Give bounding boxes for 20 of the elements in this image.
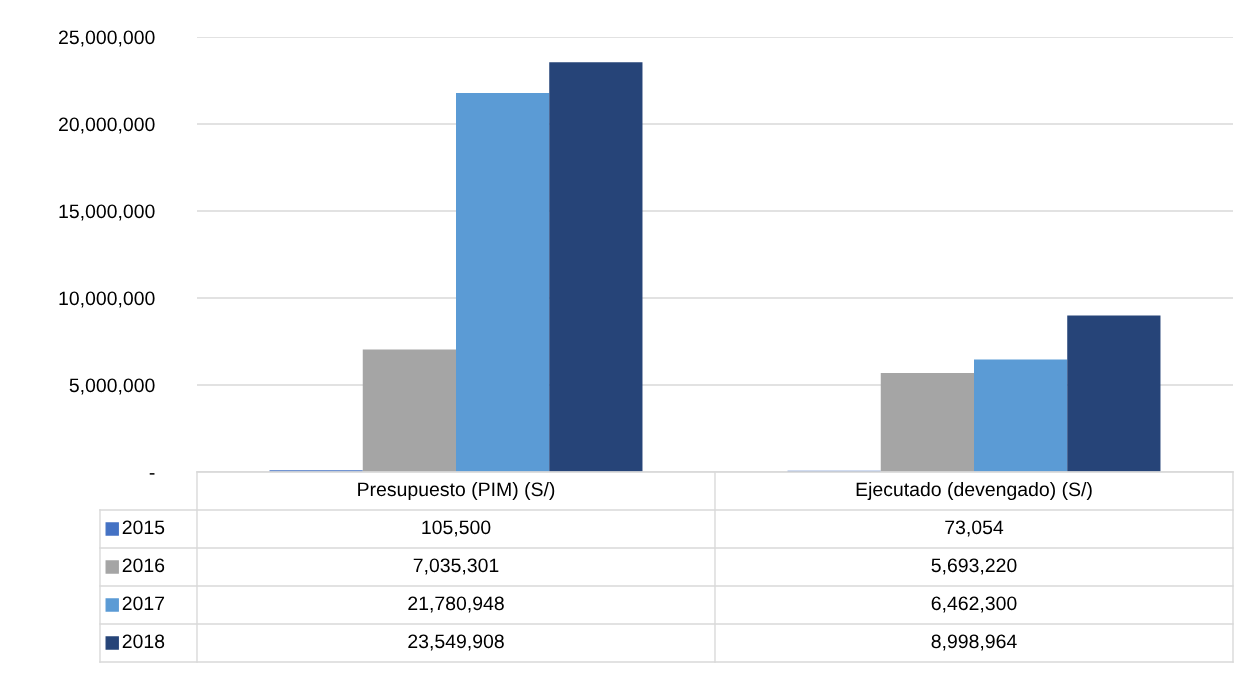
legend-label: 2018 <box>122 634 165 649</box>
data-label: 6,462,300 <box>931 596 1017 613</box>
data-label: 105,500 <box>422 520 491 537</box>
data-label: 23,549,908 <box>408 634 504 651</box>
x-tick-label: Ejecutado (devengado) (S/) <box>856 481 1092 501</box>
x-tick-label: Presupuesto (PIM) (S/) <box>358 481 555 501</box>
y-tick-label: 20,000,000 <box>59 117 155 134</box>
y-tick-label: 25,000,000 <box>59 30 155 47</box>
data-label: 8,998,964 <box>931 634 1017 651</box>
data-label: 5,693,220 <box>931 558 1017 575</box>
legend-label: 2017 <box>122 596 165 611</box>
data-label: 73,054 <box>945 520 1004 537</box>
y-tick-label: - <box>149 473 155 475</box>
data-label: 21,780,948 <box>408 596 504 613</box>
data-label: 7,035,301 <box>413 558 499 575</box>
legend-label: 2016 <box>122 558 165 573</box>
y-tick-label: 15,000,000 <box>59 204 155 221</box>
y-tick-label: 5,000,000 <box>69 378 155 395</box>
legend-label: 2015 <box>122 520 165 535</box>
y-tick-label: 10,000,000 <box>59 291 155 308</box>
